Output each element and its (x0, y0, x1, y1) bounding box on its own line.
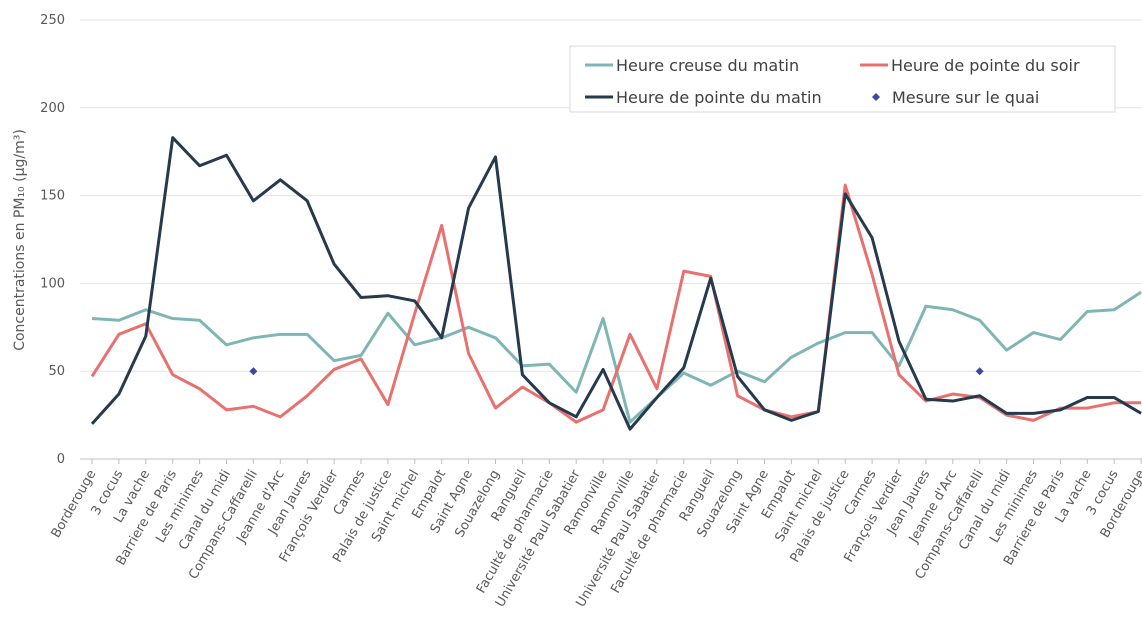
y-axis-label: Concentrations en PM₁₀ (µg/m³) (12, 129, 28, 351)
marker (975, 367, 984, 376)
legend: Heure creuse du matin Heure de pointe du … (569, 45, 1116, 113)
legend-label: Heure de pointe du soir (891, 56, 1080, 75)
y-tick-label: 100 (40, 276, 65, 291)
y-tick-label: 0 (57, 452, 65, 467)
line (90, 183, 1142, 424)
y-tick-label: 150 (40, 189, 65, 204)
line (90, 136, 1142, 431)
marker (249, 367, 258, 376)
y-tick-label: 250 (40, 13, 65, 28)
legend-label: Heure creuse du matin (616, 56, 799, 75)
legend-box (569, 45, 1116, 113)
y-tick-label: 50 (48, 364, 65, 379)
y-tick-label: 200 (40, 101, 65, 116)
legend-label: Heure de pointe du matin (616, 88, 822, 107)
legend-label: Mesure sur le quai (892, 88, 1039, 107)
legend-marker (872, 93, 880, 101)
